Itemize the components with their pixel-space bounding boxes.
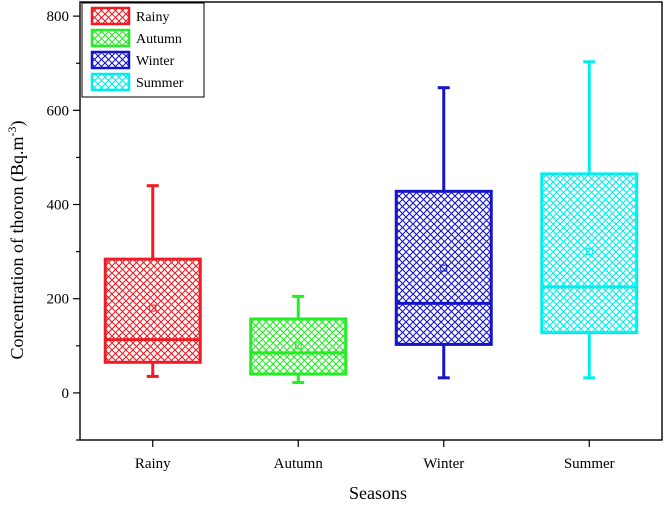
plot-frame	[79, 1, 663, 441]
y-axis-title: Concentration of thoron (Bq.m-3)	[5, 121, 28, 360]
mean-marker	[149, 304, 157, 312]
legend-swatch-winter	[90, 50, 131, 70]
iqr-box	[540, 172, 639, 335]
iqr-box	[394, 189, 493, 346]
legend-swatch-autumn	[90, 28, 131, 48]
mean-marker	[440, 264, 448, 272]
legend-label-summer: Summer	[136, 76, 184, 91]
box-winter	[394, 86, 493, 380]
box-rainy	[103, 184, 202, 378]
legend-label-rainy: Rainy	[136, 10, 169, 25]
box-autumn	[249, 294, 348, 385]
y-tick-label: 0	[62, 386, 70, 402]
legend-label-autumn: Autumn	[136, 32, 182, 47]
iqr-box	[249, 317, 348, 376]
x-axis-title: Seasons	[349, 483, 407, 503]
y-tick-label: 400	[47, 198, 70, 214]
mean-marker	[585, 248, 593, 256]
legend-label-winter: Winter	[136, 54, 175, 69]
y-tick-label: 600	[47, 103, 70, 119]
mean-marker	[294, 342, 302, 350]
y-axis-title-main: Concentration of thoron (Bq.m	[7, 137, 28, 360]
x-tick-label-winter: Winter	[423, 456, 464, 472]
y-axis-title-sup: -3	[5, 127, 19, 137]
x-tick-label-rainy: Rainy	[135, 456, 171, 472]
legend-swatch-rainy	[90, 6, 131, 26]
x-tick-label-summer: Summer	[564, 456, 615, 472]
y-tick-label: 200	[47, 292, 70, 308]
y-axis-title-close: )	[7, 121, 28, 127]
x-tick-label-autumn: Autumn	[274, 456, 324, 472]
y-tick-label: 800	[47, 9, 70, 25]
legend-swatch-summer	[90, 72, 131, 92]
box-summer	[540, 60, 639, 380]
